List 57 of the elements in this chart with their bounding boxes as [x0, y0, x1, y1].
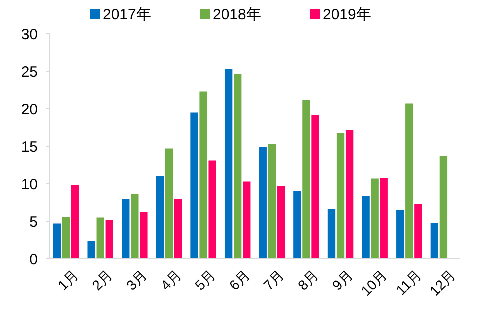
bar	[294, 192, 302, 259]
bar	[208, 160, 216, 259]
bar	[302, 100, 310, 259]
bar	[174, 199, 182, 259]
bar	[224, 69, 233, 259]
x-tick-label: 8月	[294, 266, 322, 294]
x-tick-label: 3月	[123, 266, 150, 294]
x-tick-label: 12月	[426, 266, 459, 299]
x-tick-label: 7月	[260, 266, 288, 294]
x-tick-label: 6月	[226, 266, 253, 294]
legend-label: 2019年	[323, 6, 372, 24]
bar	[346, 130, 354, 259]
y-tick-label: 10	[21, 176, 38, 194]
bar	[277, 186, 286, 259]
x-tick-label: 2月	[88, 266, 116, 294]
bar	[371, 178, 379, 259]
bar	[234, 74, 242, 259]
bar	[122, 199, 130, 259]
bar	[71, 186, 80, 259]
bar	[106, 220, 114, 259]
x-tick-label: 11月	[392, 266, 424, 298]
bar	[88, 241, 96, 259]
legend-label: 2017年	[103, 6, 152, 24]
bar	[259, 147, 267, 259]
bar	[243, 182, 251, 259]
bar	[96, 218, 104, 259]
x-tick-label: 1月	[54, 266, 82, 294]
bar	[140, 212, 148, 259]
bar	[396, 210, 404, 259]
y-tick-label: 5	[30, 214, 38, 231]
x-tick-label: 4月	[158, 266, 184, 294]
y-tick-label: 15	[21, 138, 38, 156]
y-tick-label: 20	[21, 101, 38, 118]
bar	[312, 115, 320, 259]
legend-label: 2018年	[213, 6, 262, 24]
y-tick-label: 0	[30, 251, 38, 268]
bar	[53, 224, 62, 259]
x-tick-label: 9月	[329, 266, 356, 294]
bar	[362, 196, 370, 259]
bar	[200, 92, 208, 259]
bar	[165, 148, 174, 259]
bar	[268, 144, 276, 259]
bar	[414, 204, 422, 259]
bar	[406, 104, 414, 259]
bar	[336, 133, 345, 259]
bar	[190, 112, 198, 259]
x-tick-label: 5月	[192, 266, 219, 294]
bar	[440, 156, 448, 259]
bar	[62, 217, 70, 259]
bar	[380, 178, 388, 259]
x-tick-label: 10月	[358, 266, 390, 299]
y-tick-label: 25	[21, 64, 38, 81]
y-tick-label: 30	[21, 26, 38, 44]
bar	[156, 176, 164, 259]
bar	[328, 210, 336, 259]
bar	[131, 194, 139, 259]
bar	[430, 223, 439, 259]
